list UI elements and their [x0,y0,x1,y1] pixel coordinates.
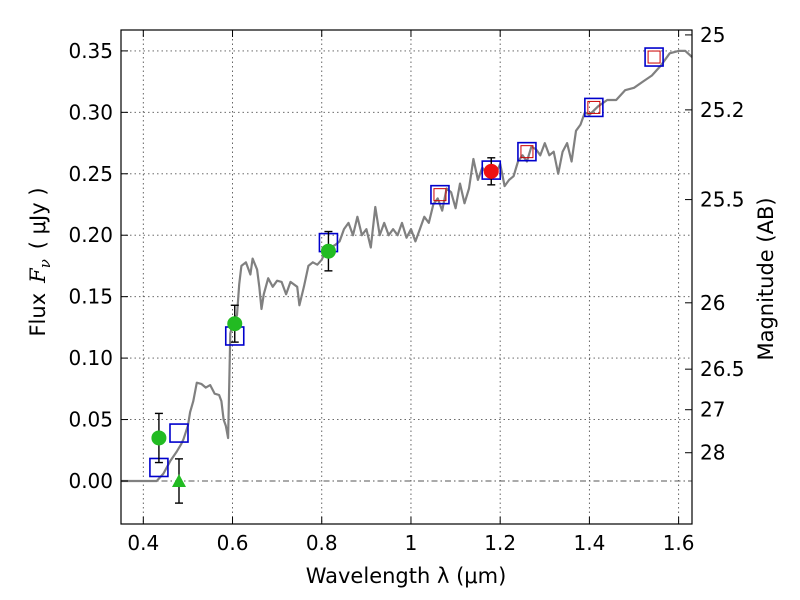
model-photometry-square [644,47,664,67]
inner-red-square [520,145,534,159]
x-tick-label: 0.4 [127,531,159,555]
ticks-layer: 0.4 0.6 0.8 1 1.2 1.4 1.6 0.00 0.05 0.10 0.15 0.20 0… [68,23,744,555]
inner-red-square [433,188,447,202]
y-tick-label: 0.30 [68,100,113,124]
y-tick-label: 0.20 [68,223,113,247]
y2-tick-label: 27 [700,398,725,422]
y2-axis-title: Magnitude (AB) [754,197,778,360]
observed-flux-point [320,243,336,259]
inner-red-square [647,50,661,64]
y2-tick-label: 25 [700,23,725,47]
x-tick-label: 0.6 [217,531,249,555]
x-tick-label: 1 [405,531,418,555]
series-layer [121,47,693,504]
y-axis-title: FluxFν( μJy ) [26,187,54,336]
x-axis-title: Wavelength λ (μm) [306,564,507,588]
inner-red-square [587,100,601,114]
y-tick-label: 0.25 [68,162,113,186]
x-tick-label: 0.8 [306,531,338,555]
y2-tick-label: 26 [700,291,725,315]
y-tick-label: 0.10 [68,346,113,370]
model-photometry-square [169,423,189,443]
y2-tick-label: 25.2 [700,98,745,122]
x-tick-label: 1.4 [573,531,605,555]
model-photometry-square [517,141,537,162]
observed-flux-point [151,430,167,446]
observed-flux-point [227,316,243,332]
model-photometry-square [430,184,450,205]
y-tick-label: 0.00 [68,469,113,493]
observed-flux-point [483,163,499,179]
sed-model-line [121,49,693,483]
plot-frame [120,29,693,525]
model-photometry-square [584,97,604,118]
y2-tick-label: 25.5 [700,188,745,212]
grid-lines [121,30,692,524]
y2-tick-label: 28 [700,441,725,465]
y-tick-label: 0.15 [68,285,113,309]
x-tick-label: 1.2 [484,531,516,555]
upper-limit-triangle [171,473,186,487]
y-tick-label: 0.05 [68,408,113,432]
x-tick-label: 1.6 [663,531,695,555]
y2-tick-label: 26.5 [700,357,745,381]
y-tick-label: 0.35 [68,39,113,63]
